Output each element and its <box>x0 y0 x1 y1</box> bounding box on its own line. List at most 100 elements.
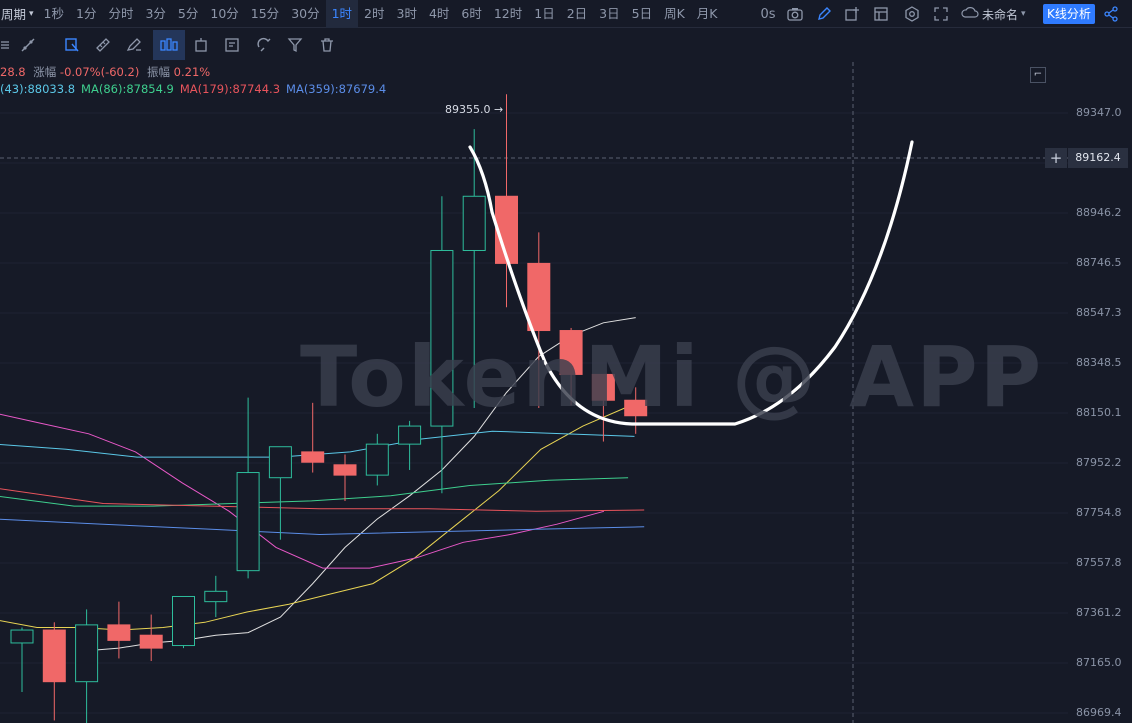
amplitude-value: 0.21% <box>173 65 211 79</box>
candle-body <box>268 446 292 479</box>
timeframe-toolbar: 周期 ▾ 1秒 1分 分时 3分 5分 10分 15分 30分 1时 2时 3时 4时 6时 12时 1日 2… <box>0 0 1132 28</box>
brush-icon[interactable] <box>120 30 148 60</box>
timeframe-3[interactable]: 3分 <box>145 5 166 21</box>
fullscreen-icon[interactable] <box>930 0 952 28</box>
timeframe-0[interactable]: 1秒 <box>43 5 64 21</box>
candle-body <box>75 624 99 683</box>
timeframe-19[interactable]: 月K <box>696 5 718 21</box>
price-axis-label: 87952.2 <box>1076 456 1122 469</box>
candle-body <box>527 262 551 332</box>
candle-body <box>624 399 648 417</box>
price-axis-label: 87361.2 <box>1076 606 1122 619</box>
period-label: 周期 <box>1 7 27 22</box>
timeframe-12[interactable]: 6时 <box>461 5 482 21</box>
ma-info-2: MA(179):87744.3 <box>179 82 281 96</box>
select-tool-icon[interactable] <box>58 30 86 60</box>
timeframe-6[interactable]: 15分 <box>250 5 280 21</box>
settings-icon[interactable] <box>901 0 923 28</box>
ma-line-ma10 <box>0 407 625 631</box>
timeframe-4[interactable]: 5分 <box>177 5 199 21</box>
candle-body <box>10 629 34 644</box>
timeframe-17[interactable]: 5日 <box>631 5 653 21</box>
candle-body <box>236 472 260 572</box>
layout-name-selector[interactable]: 未命名 ▾ <box>961 0 1035 28</box>
crosshair-add-button[interactable]: + <box>1045 148 1067 168</box>
filter-icon[interactable] <box>281 30 309 60</box>
price-axis-label: 88946.2 <box>1076 206 1122 219</box>
price-axis-label: 87165.0 <box>1076 656 1122 669</box>
timeframe-list: 1秒 1分 分时 3分 5分 10分 15分 30分 1时 2时 3时 4时 6时 12时 1日 2日 3日 5日… <box>38 0 724 28</box>
camera-icon[interactable] <box>784 0 806 28</box>
ruler-icon[interactable] <box>89 30 117 60</box>
timeframe-11[interactable]: 4时 <box>428 5 450 21</box>
candle-body <box>365 443 389 476</box>
position-tool-icon[interactable] <box>187 30 215 60</box>
candle-body <box>42 629 66 683</box>
candle-body <box>430 249 454 427</box>
timeframe-15[interactable]: 2日 <box>566 5 588 21</box>
timeframe-13[interactable]: 12时 <box>493 5 523 21</box>
candle-body <box>333 464 357 476</box>
ma-info-line: (43):88033.8 MA(86):87854.9 MA(179):87744.… <box>0 82 392 96</box>
price-axis-label: 88150.1 <box>1076 406 1122 419</box>
expand-icon[interactable]: ⌐ <box>1030 67 1046 83</box>
price-info-line: 28.8 涨幅 -0.07%(-60.2) 振幅 0.21% <box>0 64 210 80</box>
price-axis-label: 86969.4 <box>1076 706 1122 719</box>
trash-icon[interactable] <box>313 30 341 60</box>
candle-body <box>139 634 163 649</box>
timeframe-2[interactable]: 分时 <box>108 5 134 21</box>
kline-analysis-button[interactable]: K线分析 <box>1043 4 1095 24</box>
amplitude-label: 振幅 <box>147 65 170 79</box>
chevron-down-icon: ▾ <box>1021 9 1026 19</box>
timeframe-1[interactable]: 1分 <box>76 5 97 21</box>
price-axis-label: 89347.0 <box>1076 106 1122 119</box>
ma-info-3: MA(359):87679.4 <box>286 82 387 96</box>
line-tool-icon[interactable] <box>14 30 42 60</box>
candlestick-chart[interactable] <box>0 62 1068 723</box>
candle-body <box>398 425 422 445</box>
ma-info-1: MA(86):87854.9 <box>81 82 174 96</box>
timeframe-10[interactable]: 3时 <box>396 5 417 21</box>
timeframe-18[interactable]: 周K <box>664 5 685 21</box>
timeframe-7[interactable]: 30分 <box>291 5 320 21</box>
candle-body <box>462 195 486 251</box>
candle-body <box>495 195 518 264</box>
timeframe-8[interactable]: 1时 <box>325 0 359 28</box>
candle-body <box>591 373 615 401</box>
period-selector[interactable]: 周期 ▾ <box>0 4 38 23</box>
candle-body <box>172 595 195 647</box>
ma-info-0: (43):88033.8 <box>0 82 76 96</box>
candle-body <box>204 590 228 603</box>
price-axis-label: 88547.3 <box>1076 306 1122 319</box>
add-indicator-icon[interactable] <box>841 0 863 28</box>
note-tool-icon[interactable] <box>218 30 246 60</box>
max-price-label: 89355.0 → <box>445 103 504 116</box>
candle-body <box>559 330 583 375</box>
price-fragment: 28.8 <box>0 65 26 79</box>
layout-icon[interactable] <box>870 0 892 28</box>
price-axis-label: 88348.5 <box>1076 356 1122 369</box>
timeframe-5[interactable]: 10分 <box>210 5 239 21</box>
watermark: TokenMi @ APP <box>300 328 1044 426</box>
ma-line-ma179 <box>0 488 645 512</box>
change-label: 涨幅 <box>33 65 57 79</box>
menu-lines-icon[interactable] <box>0 30 10 60</box>
ma-line-ma359 <box>0 518 645 536</box>
timeframe-16[interactable]: 3日 <box>599 5 620 21</box>
price-axis-label: 88746.5 <box>1076 256 1122 269</box>
candle-body <box>301 451 325 463</box>
crosshair-price: 89162.4 <box>1068 148 1128 168</box>
chevron-down-icon: ▾ <box>29 8 34 19</box>
ma-line-ma20 <box>0 413 605 569</box>
timeframe-9[interactable]: 2时 <box>364 5 385 21</box>
magnet-icon[interactable] <box>250 30 278 60</box>
layout-name: 未命名 <box>982 7 1019 22</box>
candlestick-tool-icon[interactable] <box>153 30 185 60</box>
timeframe-14[interactable]: 1日 <box>534 5 555 21</box>
price-axis[interactable]: 89347.089148.188946.288746.588547.388348… <box>1068 62 1132 723</box>
countdown: 0s <box>760 6 776 22</box>
pencil-icon[interactable] <box>813 0 835 28</box>
change-value: -0.07%(-60.2) <box>59 65 140 79</box>
price-axis-label: 87754.8 <box>1076 506 1122 519</box>
share-icon[interactable] <box>1100 0 1122 28</box>
